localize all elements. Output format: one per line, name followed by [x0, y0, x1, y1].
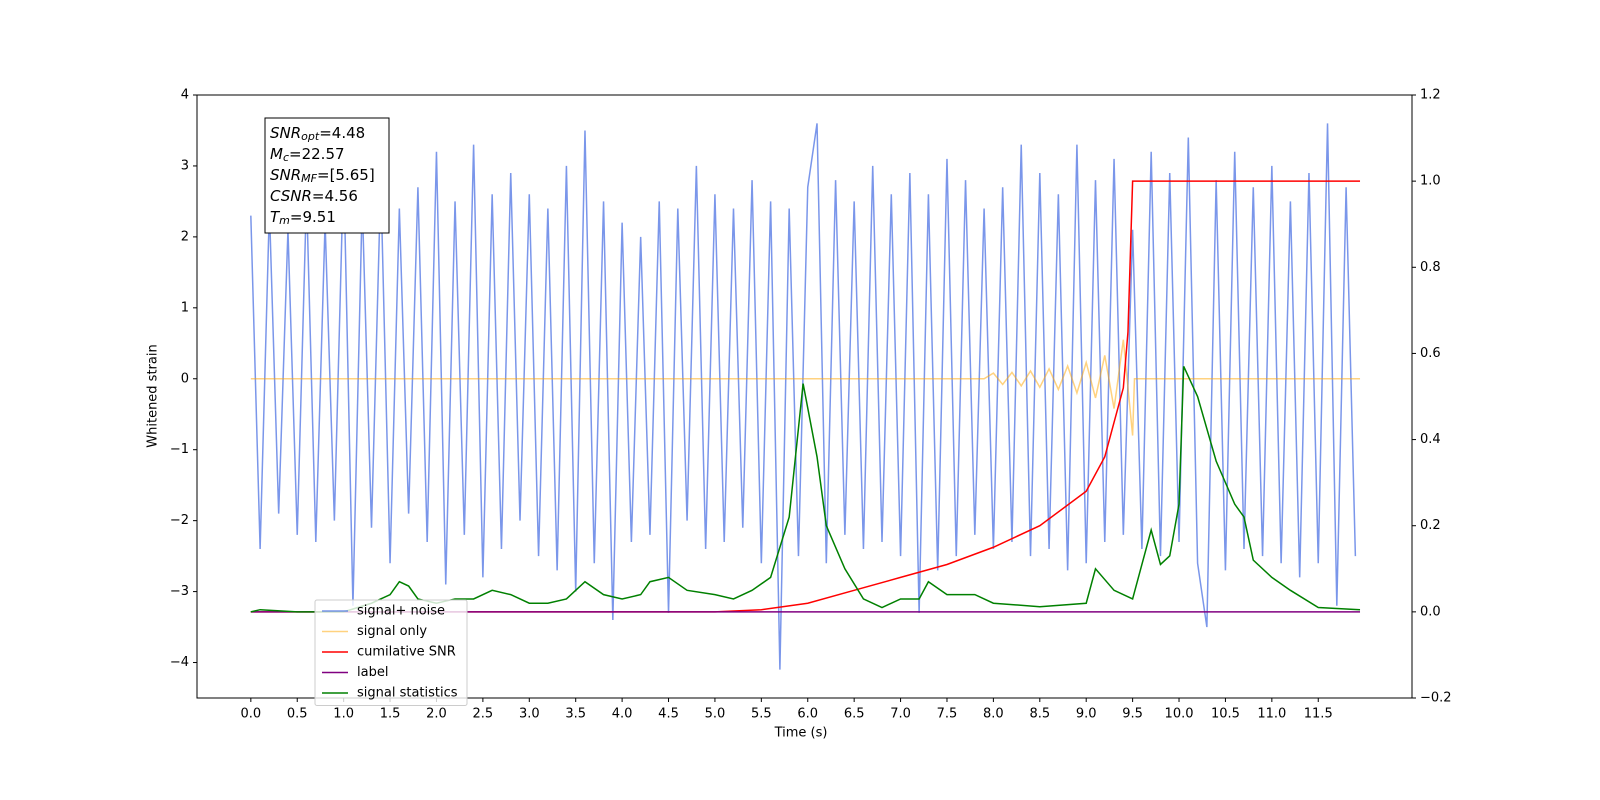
series-line	[250, 180, 1361, 613]
x-tick-label: 7.5	[937, 707, 958, 722]
x-tick-label: 11.0	[1257, 707, 1286, 722]
y-tick-label: 4	[181, 88, 189, 103]
series-line	[250, 339, 1361, 436]
x-tick-label: 5.0	[705, 707, 726, 722]
plot-frame	[196, 94, 1413, 699]
y2-tick-label: 0.4	[1420, 432, 1441, 447]
legend-label: signal statistics	[357, 686, 458, 701]
y-tick-label: 0	[181, 371, 189, 386]
series-line	[250, 123, 1357, 670]
annotation-line: SNRopt=4.48	[270, 124, 365, 144]
annotation: SNRopt=4.48Mc=22.57SNRMF=[5.65]CSNR=4.56…	[264, 117, 390, 234]
annotation-value: =4.48	[319, 124, 365, 142]
annotation-subscript: opt	[301, 130, 320, 143]
x-tick-label: 4.0	[612, 707, 633, 722]
y-tick-label: 3	[181, 158, 189, 173]
y-tick-label: 1	[181, 300, 189, 315]
series-line	[250, 366, 1361, 613]
y-tick-label: −2	[170, 513, 189, 528]
x-tick-label: 11.5	[1304, 707, 1333, 722]
x-tick-label: 2.0	[426, 707, 447, 722]
y2-tick-label: 1.2	[1420, 88, 1441, 103]
x-tick-label: 8.0	[983, 707, 1004, 722]
annotation-line: CSNR=4.56	[270, 187, 358, 205]
x-tick-label: 10.5	[1211, 707, 1240, 722]
x-axis-label: Time (s)	[774, 726, 828, 741]
annotation-symbol: M	[270, 145, 283, 163]
annotation-value: =4.56	[312, 187, 358, 205]
y-tick-label: −4	[170, 655, 189, 670]
x-tick-label: 2.5	[473, 707, 494, 722]
y-tick-label: 2	[181, 229, 189, 244]
y2-tick-label: 0.8	[1420, 260, 1441, 275]
annotation-subscript: m	[279, 214, 290, 227]
x-tick-label: 8.5	[1029, 707, 1050, 722]
annotation-subscript: MF	[301, 172, 317, 185]
annotation-value: =22.57	[289, 145, 345, 163]
annotation-symbol: SNR	[270, 166, 301, 184]
y2-tick-label: 1.0	[1420, 174, 1441, 189]
annotation-line: Mc=22.57	[270, 145, 345, 165]
x-tick-label: 4.5	[658, 707, 679, 722]
y2-tick-label: −0.2	[1420, 691, 1452, 706]
x-tick-label: 6.5	[844, 707, 865, 722]
legend-label: label	[357, 665, 388, 680]
x-tick-label: 0.0	[240, 707, 261, 722]
legend-label: signal+ noise	[357, 604, 445, 619]
annotation-subscript: c	[283, 151, 289, 164]
annotation-symbol: T	[270, 208, 281, 226]
legend-box	[314, 599, 468, 706]
x-tick-label: 7.0	[890, 707, 911, 722]
x-tick-label: 9.5	[1122, 707, 1143, 722]
y2-tick-label: 0.2	[1420, 518, 1441, 533]
annotation-line: Tm=9.51	[270, 208, 336, 228]
y-tick-label: −1	[170, 442, 189, 457]
annotation-symbol: SNR	[270, 124, 301, 142]
x-tick-label: 10.0	[1165, 707, 1194, 722]
annotation-symbol: CSNR	[270, 187, 312, 205]
y2-tick-label: 0.6	[1420, 346, 1441, 361]
annotation-value: =9.51	[290, 208, 336, 226]
legend-label: cumilative SNR	[357, 645, 456, 660]
x-tick-label: 0.5	[287, 707, 308, 722]
y2-tick-label: 0.0	[1420, 604, 1441, 619]
y-tick-label: −3	[170, 584, 189, 599]
annotation-box	[264, 117, 390, 234]
x-tick-label: 5.5	[751, 707, 772, 722]
x-tick-label: 3.0	[519, 707, 540, 722]
legend-label: signal only	[357, 624, 427, 639]
annotation-line: SNRMF=[5.65]	[270, 166, 375, 186]
x-tick-label: 9.0	[1076, 707, 1097, 722]
x-tick-label: 1.0	[333, 707, 354, 722]
y-axis-label: Whitened strain	[146, 344, 161, 447]
x-tick-label: 3.5	[565, 707, 586, 722]
x-tick-label: 1.5	[380, 707, 401, 722]
x-tick-label: 6.0	[797, 707, 818, 722]
annotation-value: =[5.65]	[317, 166, 375, 184]
